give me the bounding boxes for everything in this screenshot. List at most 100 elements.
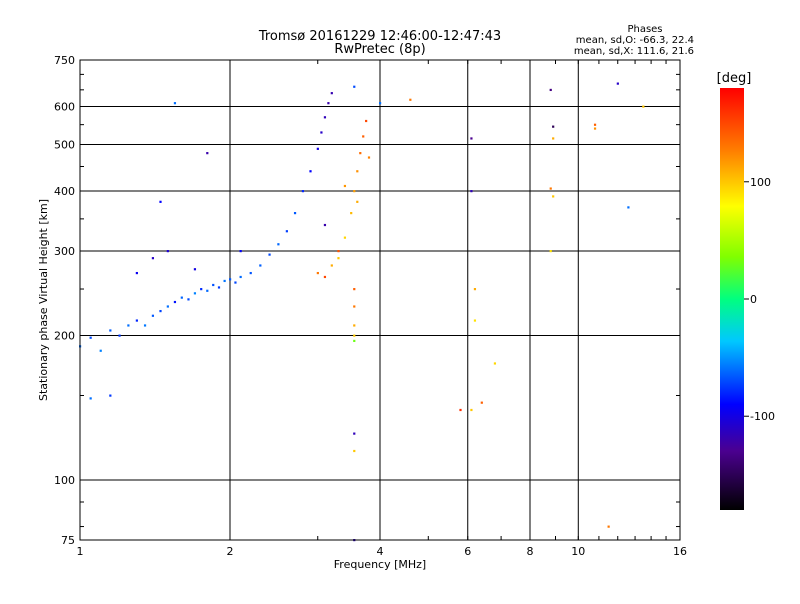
data-point	[493, 362, 497, 365]
data-point	[473, 288, 477, 291]
y-tick-label: 500	[54, 139, 75, 152]
data-point	[552, 137, 555, 140]
colorbar-ticks: 100 0 -100	[744, 176, 775, 423]
data-point	[193, 268, 197, 271]
y-axis-ticks: 75 100 200 300 400 500 600 750	[54, 54, 680, 547]
data-point	[118, 334, 121, 337]
data-point	[470, 190, 473, 193]
data-point	[356, 200, 359, 203]
data-point	[359, 152, 362, 155]
data-point	[223, 279, 226, 283]
data-point	[367, 156, 371, 159]
data-point	[180, 296, 183, 299]
y-tick-label: 750	[54, 54, 75, 67]
x-axis-label: Frequency [MHz]	[334, 558, 426, 571]
chart-title: Tromsø 20161229 12:46:00-12:47:43	[258, 29, 501, 44]
data-point	[353, 449, 356, 453]
data-point	[316, 147, 319, 150]
data-point	[323, 116, 327, 119]
data-point	[277, 243, 280, 246]
data-point	[337, 257, 340, 260]
data-point	[301, 190, 305, 193]
data-point	[593, 123, 597, 126]
data-point	[353, 324, 356, 327]
data-point	[353, 288, 356, 291]
data-point	[159, 200, 162, 203]
data-point	[293, 212, 297, 215]
data-point	[249, 271, 252, 275]
colorbar-tick-label: 0	[750, 293, 757, 306]
data-point	[309, 170, 312, 173]
data-point	[200, 288, 203, 291]
data-point	[135, 319, 138, 322]
data-point	[350, 212, 353, 215]
y-tick-label: 75	[61, 534, 75, 547]
stats-heading: Phases	[627, 24, 662, 35]
data-point	[239, 275, 242, 279]
data-point	[89, 336, 92, 339]
y-tick-label: 600	[54, 101, 75, 114]
data-point	[353, 339, 356, 343]
data-point	[268, 253, 271, 256]
data-point	[480, 401, 483, 404]
chart-subtitle: RwPretec (8p)	[334, 42, 425, 57]
data-point	[151, 314, 155, 317]
data-point	[330, 264, 333, 267]
data-point	[109, 329, 112, 332]
data-point	[166, 250, 169, 253]
data-point	[323, 223, 327, 227]
data-point	[206, 152, 209, 155]
y-tick-label: 300	[54, 245, 75, 258]
data-point	[109, 394, 112, 397]
data-point	[234, 281, 237, 284]
data-point	[353, 334, 356, 337]
data-point	[212, 283, 215, 287]
data-point	[549, 187, 552, 190]
data-point	[327, 102, 330, 105]
data-point	[151, 257, 155, 260]
data-point	[593, 127, 597, 130]
data-point	[353, 85, 356, 88]
data-point	[552, 195, 555, 198]
data-point	[193, 292, 197, 295]
colorbar-label: [deg]	[717, 71, 752, 86]
x-tick-label: 16	[673, 545, 687, 558]
data-point	[353, 305, 356, 308]
data-point	[627, 206, 630, 209]
data-point	[470, 408, 473, 412]
data-point	[320, 131, 323, 134]
data-point	[353, 190, 356, 193]
data-point	[362, 135, 365, 138]
x-tick-label: 10	[571, 545, 585, 558]
data-point	[616, 82, 619, 85]
data-point	[552, 125, 555, 128]
data-point	[343, 236, 347, 239]
data-point	[353, 432, 356, 435]
data-point	[330, 92, 333, 95]
x-tick-label: 4	[377, 545, 384, 558]
data-point	[127, 324, 130, 327]
data-point	[187, 298, 190, 301]
y-tick-label: 200	[54, 330, 75, 343]
x-axis-ticks: 1 2 4 6 8 10 16	[77, 60, 687, 558]
data-point	[316, 271, 319, 275]
y-tick-label: 400	[54, 185, 75, 198]
data-point	[409, 98, 412, 101]
data-point	[549, 88, 552, 92]
data-point	[323, 275, 327, 279]
data-point	[459, 408, 462, 412]
x-tick-label: 1	[77, 545, 84, 558]
data-point	[549, 250, 552, 253]
data-point	[173, 300, 177, 304]
data-point	[356, 170, 359, 173]
data-point	[365, 119, 368, 123]
data-point	[285, 230, 288, 233]
data-point	[239, 250, 242, 253]
y-tick-label: 100	[54, 474, 75, 487]
data-point	[166, 305, 169, 308]
data-point	[143, 324, 147, 327]
stats-line-x: mean, sd,X: 111.6, 21.6	[574, 46, 694, 57]
data-point	[217, 286, 221, 289]
y-axis-label: Stationary phase Virtual Height [km]	[37, 199, 50, 401]
data-point	[379, 102, 382, 105]
